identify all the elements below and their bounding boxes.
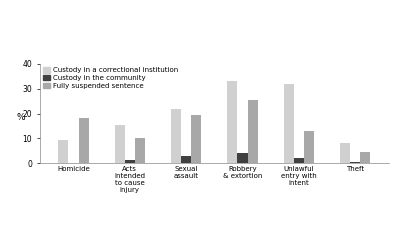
Bar [58, 140, 68, 163]
Bar [304, 131, 314, 163]
Bar [191, 115, 201, 163]
Bar [284, 84, 294, 163]
Bar [340, 143, 350, 163]
Legend: Custody in a correctional institution, Custody in the community, Fully suspended: Custody in a correctional institution, C… [43, 67, 178, 89]
Bar [135, 138, 145, 163]
Bar [171, 109, 181, 163]
Bar [350, 162, 360, 163]
Bar [294, 158, 304, 163]
Y-axis label: %: % [17, 114, 25, 123]
Bar [125, 160, 135, 163]
Bar [360, 152, 370, 163]
Bar [227, 81, 237, 163]
Bar [248, 100, 258, 163]
Bar [181, 156, 191, 163]
Bar [115, 125, 125, 163]
Bar [79, 118, 89, 163]
Bar [237, 153, 248, 163]
